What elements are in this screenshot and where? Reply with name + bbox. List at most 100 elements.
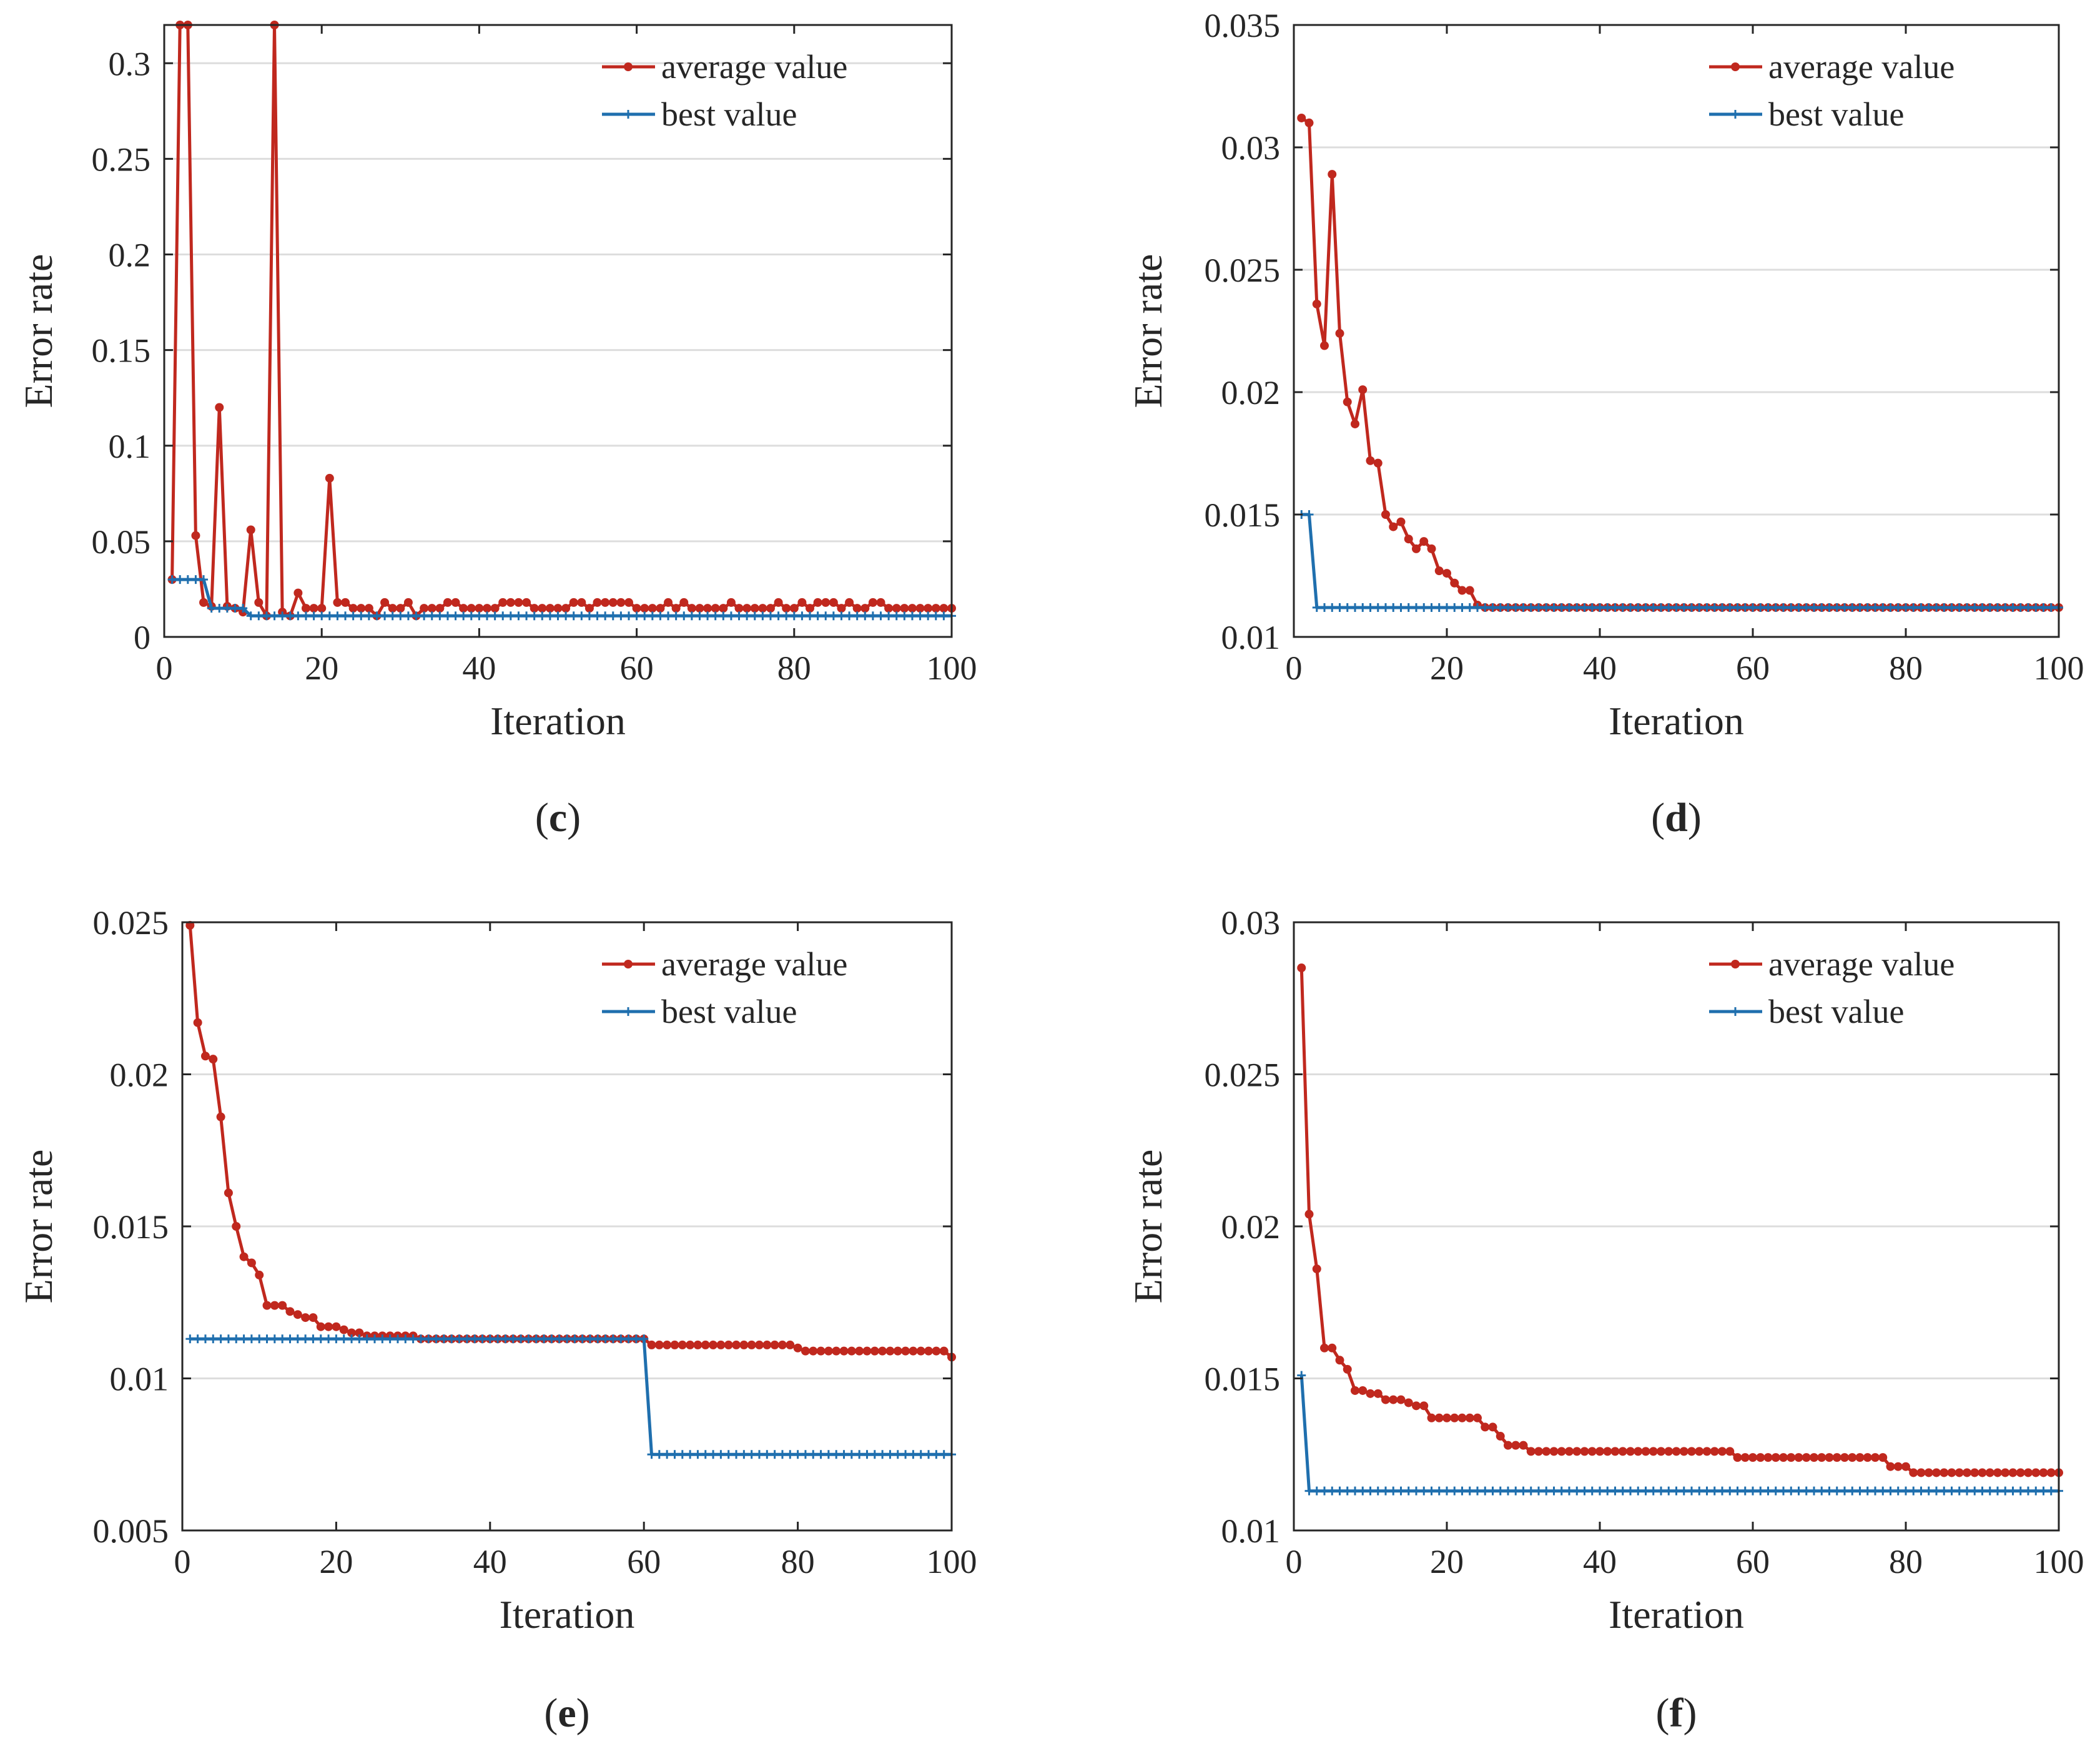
data-point-average [200,1052,210,1061]
x-tick-label: 60 [620,649,654,687]
data-point-average [1373,458,1383,468]
data-point-best [1848,1486,1857,1495]
data-point-best [1641,1486,1650,1495]
data-point-best [1626,603,1635,612]
data-point-average [1389,1395,1398,1404]
data-point-average [892,604,901,613]
data-point-best [1351,1486,1359,1495]
data-point-best [424,1334,433,1344]
data-point-best [1434,603,1444,612]
data-point-best [1748,603,1757,612]
legend-label-best: best value [661,96,797,133]
data-point-best [931,611,940,621]
data-point-average [293,1310,302,1319]
data-point-best [624,611,633,621]
data-point-best [427,611,436,621]
data-point-best [1557,1486,1566,1495]
data-point-average [1794,1453,1803,1462]
data-point-average [755,1340,764,1349]
data-point-best [569,611,578,621]
data-point-average [939,604,949,613]
data-point-best [309,611,318,621]
data-point-average [909,1346,918,1356]
data-point-best [498,611,508,621]
data-point-best [1657,603,1665,612]
data-point-average [1534,1447,1543,1456]
legend-marker-best [624,1007,633,1016]
data-point-average [777,1340,787,1349]
data-point-best [1802,1486,1811,1495]
data-point-best [813,611,822,621]
data-point-best [1748,1486,1757,1495]
data-point-best [216,1334,225,1344]
y-tick-label: 0.15 [92,332,151,370]
data-point-best [1733,603,1742,612]
data-point-average [885,1346,895,1356]
data-point-best [301,1334,310,1344]
data-point-average [770,1340,779,1349]
x-tick-label: 100 [2034,1543,2084,1580]
data-point-best [1519,1486,1528,1495]
data-point-best [711,611,720,621]
data-point-average [584,604,594,613]
data-point-best [724,1450,733,1459]
data-point-best [466,611,476,621]
data-point-best [483,611,492,621]
data-point-average [1909,1468,1918,1477]
data-point-average [1779,1453,1788,1462]
data-point-best [443,611,452,621]
data-point-best [459,611,468,621]
data-point-best [522,611,531,621]
data-point-best [209,1334,218,1344]
data-point-best [462,1334,471,1344]
data-point-best [506,611,515,621]
data-point-best [348,611,358,621]
series-average [1297,963,2063,1477]
data-point-average [1557,1447,1566,1456]
x-axis-label: Iteration [490,699,626,743]
data-point-best [1932,1486,1941,1495]
data-point-average [1634,1447,1643,1456]
data-point-best [1863,1486,1872,1495]
data-point-average [1519,1441,1528,1450]
data-point-best [695,611,704,621]
data-point-average [1840,1453,1849,1462]
data-point-average [561,604,571,613]
data-point-best [806,611,815,621]
data-point-best [516,1334,526,1344]
data-point-best [2001,1486,2010,1495]
data-point-average [924,604,933,613]
data-point-best [1787,1486,1796,1495]
data-point-best [1450,1486,1459,1495]
data-point-best [293,1334,302,1344]
y-tick-label: 0.03 [1221,129,1281,167]
data-point-average [1457,1413,1467,1422]
data-point-average [1756,1453,1765,1462]
data-point-best [1488,1486,1497,1495]
data-point-best [1618,603,1627,612]
legend-label-average: average value [1768,945,1955,983]
data-point-best [924,1450,934,1459]
data-point-average [1427,1413,1436,1422]
data-point-best [1304,510,1314,519]
data-point-best [1779,1486,1788,1495]
caption-letter: e [558,1690,576,1736]
data-point-average [608,598,618,607]
data-point-average [832,1346,841,1356]
legend-marker-average [1731,960,1740,968]
x-tick-label: 40 [1583,1543,1617,1580]
data-point-average [514,598,523,607]
data-point-average [332,1322,341,1331]
data-point-best [1481,603,1490,612]
data-point-best [1304,1486,1314,1495]
data-point-average [308,1313,318,1323]
data-point-best [1396,603,1406,612]
data-point-average [1358,1386,1368,1395]
data-point-best [540,1334,549,1344]
data-point-average [931,604,940,613]
data-point-average [663,1340,672,1349]
data-point-average [427,604,436,613]
data-point-average [1947,1468,1956,1477]
data-point-best [1312,603,1321,612]
data-point-best [1901,1486,1910,1495]
